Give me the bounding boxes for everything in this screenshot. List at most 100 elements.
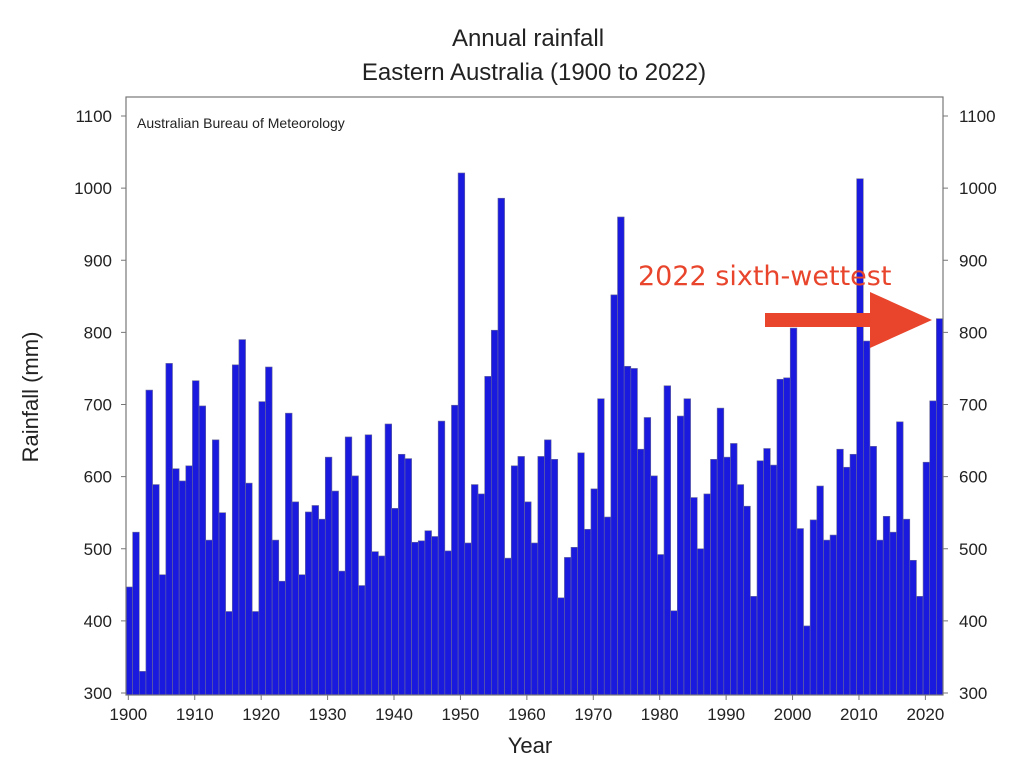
y-tick-label-left: 300 — [84, 684, 112, 703]
bar-1924 — [285, 412, 293, 696]
bar-2003 — [809, 519, 818, 696]
bar-2013 — [876, 539, 884, 696]
bar-1933 — [344, 436, 353, 696]
bar-2000 — [789, 327, 798, 696]
bar-1988 — [710, 459, 718, 696]
bar-1950 — [457, 172, 466, 696]
bar-1947 — [437, 420, 446, 696]
bar-1918 — [245, 482, 253, 696]
y-tick-label-left: 400 — [84, 612, 112, 631]
y-tick-label-left: 1100 — [75, 107, 112, 126]
bar-1934 — [351, 475, 359, 696]
y-tick-label-left: 500 — [84, 540, 112, 559]
y-tick-label-right: 400 — [959, 612, 987, 631]
bar-1941 — [398, 453, 406, 696]
bar-2017 — [902, 518, 911, 696]
y-tick-label-left: 800 — [84, 323, 112, 342]
bar-1932 — [338, 570, 346, 696]
bar-1978 — [643, 417, 652, 696]
bar-2006 — [829, 534, 838, 696]
bar-1956 — [497, 197, 505, 696]
bar-1968 — [577, 452, 585, 696]
bar-1927 — [305, 511, 313, 696]
bar-1936 — [364, 434, 373, 696]
bar-1983 — [677, 415, 685, 696]
bar-1925 — [291, 501, 299, 696]
bar-1991 — [730, 443, 738, 696]
bar-1945 — [424, 530, 432, 696]
bar-1973 — [610, 294, 618, 696]
y-axis-label: Rainfall (mm) — [18, 332, 43, 463]
bars-group — [125, 172, 944, 696]
bar-1915 — [225, 611, 233, 696]
bar-2015 — [889, 531, 897, 696]
bar-1998 — [776, 378, 784, 696]
bar-1959 — [517, 456, 525, 696]
bar-1969 — [584, 528, 592, 696]
x-tick-label: 2000 — [774, 705, 812, 724]
chart-subtitle: Eastern Australia (1900 to 2022) — [362, 59, 706, 86]
x-tick-label: 1950 — [442, 705, 480, 724]
bar-1926 — [298, 574, 306, 696]
bar-1916 — [231, 364, 240, 696]
x-tick-label: 1990 — [707, 705, 745, 724]
bar-2004 — [816, 485, 824, 696]
bar-1902 — [138, 671, 147, 696]
bar-1946 — [431, 536, 439, 696]
bar-1999 — [783, 377, 791, 696]
y-tick-label-right: 900 — [959, 251, 987, 270]
bar-1975 — [623, 365, 632, 696]
x-axis-label: Year — [508, 733, 552, 758]
bar-2007 — [836, 448, 844, 696]
bar-1940 — [391, 508, 399, 696]
x-tick-label: 1920 — [242, 705, 280, 724]
bar-1923 — [278, 580, 286, 696]
annotation-text: 2022 sixth-wettest — [638, 261, 891, 292]
bar-1954 — [484, 376, 492, 696]
y-ticks-right: 300 400 500 600 700 800 900 1000 1100 — [943, 107, 997, 703]
x-tick-label: 1980 — [641, 705, 679, 724]
bar-1993 — [743, 505, 751, 696]
bar-1921 — [265, 366, 273, 696]
bar-1967 — [570, 547, 578, 696]
bar-1986 — [696, 548, 705, 696]
bar-1904 — [152, 484, 160, 696]
bar-2009 — [849, 453, 857, 696]
bar-1911 — [198, 405, 207, 696]
x-tick-label: 1940 — [375, 705, 413, 724]
bar-1971 — [597, 398, 605, 696]
bar-1966 — [564, 557, 572, 696]
bar-1939 — [384, 423, 392, 696]
bar-2008 — [843, 466, 851, 696]
chart-title: Annual rainfall — [452, 25, 604, 52]
x-tick-label: 2010 — [840, 705, 878, 724]
bar-2018 — [909, 559, 917, 696]
bar-1997 — [770, 464, 778, 696]
x-tick-label: 1960 — [508, 705, 546, 724]
bar-2014 — [882, 515, 891, 696]
bar-1990 — [723, 456, 731, 696]
bar-1920 — [258, 401, 266, 696]
bar-1958 — [510, 465, 519, 696]
bar-1962 — [537, 456, 545, 696]
bar-1908 — [178, 480, 187, 696]
bar-2011 — [862, 340, 871, 696]
bar-2020 — [922, 461, 931, 696]
bar-1976 — [630, 368, 638, 696]
bar-1913 — [212, 439, 220, 696]
x-tick-label: 2020 — [906, 705, 944, 724]
bar-1931 — [331, 490, 339, 696]
bar-1979 — [650, 475, 658, 696]
bar-2022 — [936, 318, 944, 696]
bar-1930 — [324, 456, 333, 696]
y-tick-label-right: 600 — [959, 468, 987, 487]
bar-1903 — [145, 389, 153, 696]
bar-2019 — [916, 596, 924, 696]
x-tick-label: 1930 — [309, 705, 347, 724]
bar-2005 — [823, 539, 831, 696]
y-tick-label-right: 1000 — [959, 179, 997, 198]
bar-1901 — [132, 531, 140, 696]
bar-1982 — [670, 610, 678, 696]
bar-1952 — [471, 484, 479, 696]
bar-1985 — [690, 497, 698, 696]
